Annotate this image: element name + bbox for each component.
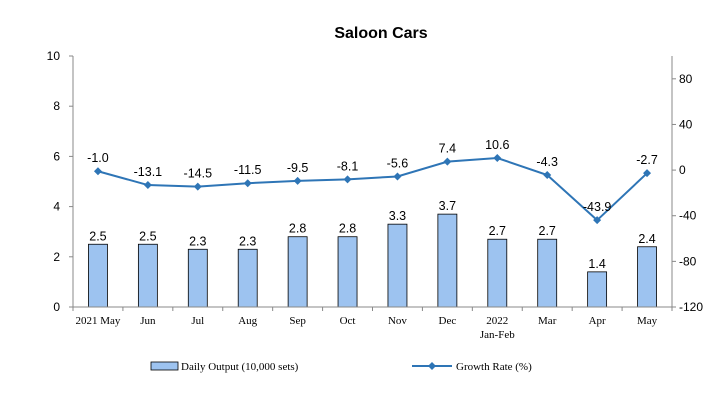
x-tick-label-2: Jul <box>191 315 204 327</box>
legend-line-marker <box>428 362 436 370</box>
x-tick-label-9: Mar <box>538 315 557 327</box>
growth-rate-point-6 <box>393 172 402 181</box>
bar-10 <box>587 271 608 308</box>
x-tick-label-6: Nov <box>388 315 407 327</box>
line-value-label-9: -4.3 <box>536 155 558 169</box>
bar-11 <box>637 246 657 308</box>
bar-series <box>88 213 657 308</box>
line-value-label-8: 10.6 <box>485 138 509 152</box>
bar-4 <box>287 236 308 308</box>
growth-rate-point-1 <box>143 181 152 190</box>
growth-rate-point-0 <box>93 167 102 176</box>
legend: Daily Output (10,000 sets) Growth Rate (%… <box>150 361 532 373</box>
bar-value-label-2: 2.3 <box>189 234 206 248</box>
line-value-label-11: -2.7 <box>636 153 658 167</box>
line-value-label-0: -1.0 <box>87 151 109 165</box>
bar-value-label-4: 2.8 <box>289 222 306 236</box>
bar-value-label-6: 3.3 <box>389 209 406 223</box>
bar-7 <box>437 213 458 308</box>
line-value-label-6: -5.6 <box>387 156 409 170</box>
bar-value-label-11: 2.4 <box>638 232 655 246</box>
y-left-tick-2: 4 <box>53 200 60 214</box>
growth-rate-point-7 <box>443 157 452 166</box>
bar-value-label-10: 1.4 <box>588 257 605 271</box>
line-series <box>93 153 652 225</box>
line-value-label-3: -11.5 <box>234 163 262 177</box>
growth-rate-point-9 <box>543 170 552 179</box>
axes: 0 2 4 6 8 10 -120 -80 -40 0 40 80 2021 May Jun Jul Aug S… <box>47 49 704 341</box>
x-tick-label-8-1: Jan-Feb <box>480 329 515 341</box>
bar-8 <box>487 238 508 308</box>
y-right-tick-5: 80 <box>679 72 693 86</box>
growth-rate-point-5 <box>343 175 352 184</box>
bar-value-label-3: 2.3 <box>239 234 256 248</box>
y-right-tick-2: -40 <box>679 209 697 223</box>
growth-rate-point-4 <box>293 176 302 185</box>
bar-9 <box>537 238 558 308</box>
y-right-tick-3: 0 <box>679 163 686 177</box>
bar-value-label-9: 2.7 <box>539 224 556 238</box>
bar-value-label-5: 2.8 <box>339 222 356 236</box>
x-tick-label-8-0: 2022 <box>486 315 508 327</box>
growth-rate-line <box>97 156 648 222</box>
y-left-tick-4: 8 <box>53 99 60 113</box>
x-tick-label-1: Jun <box>140 315 156 327</box>
y-left-tick-1: 2 <box>53 250 60 264</box>
y-right-tick-4: 40 <box>679 117 693 131</box>
legend-bar-label: Daily Output (10,000 sets) <box>181 361 299 373</box>
bar-0 <box>88 243 108 308</box>
bar-2 <box>187 248 208 308</box>
bar-1 <box>137 243 158 308</box>
growth-rate-point-8 <box>493 153 502 162</box>
x-tick-label-0: 2021 May <box>75 315 120 327</box>
legend-line-label: Growth Rate (%) <box>456 361 532 373</box>
bar-6 <box>387 223 408 308</box>
line-value-label-5: -8.1 <box>337 159 359 173</box>
bar-value-label-0: 2.5 <box>89 229 106 243</box>
chart-title: Saloon Cars <box>334 25 427 42</box>
y-right-tick-1: -80 <box>679 254 697 268</box>
y-left-tick-0: 0 <box>53 300 60 314</box>
growth-rate-point-2 <box>193 182 202 191</box>
x-tick-label-11: May <box>637 315 658 327</box>
line-value-label-1: -13.1 <box>134 165 163 179</box>
x-tick-label-10: Apr <box>589 315 606 327</box>
x-tick-label-3: Aug <box>238 315 257 327</box>
line-value-label-4: -9.5 <box>287 161 309 175</box>
growth-rate-point-3 <box>243 179 252 188</box>
growth-rate-point-11 <box>643 169 652 178</box>
bar-5 <box>337 236 358 308</box>
data-labels: 2.5 2.5 2.3 2.3 2.8 2.8 3.3 3.7 2.7 2.7 1.4 2.4 -1.0… <box>87 138 658 271</box>
bar-value-label-7: 3.7 <box>439 199 456 213</box>
x-tick-label-4: Sep <box>289 315 306 327</box>
x-tick-label-7: Dec <box>439 315 457 327</box>
line-value-label-2: -14.5 <box>184 167 213 181</box>
bar-3 <box>237 248 258 308</box>
x-tick-label-5: Oct <box>340 315 356 327</box>
legend-bar-swatch <box>150 361 179 371</box>
bar-value-label-1: 2.5 <box>139 229 156 243</box>
y-left-tick-3: 6 <box>53 149 60 163</box>
y-left-tick-5: 10 <box>47 49 61 63</box>
line-value-label-7: 7.4 <box>439 142 456 156</box>
growth-rate-point-10 <box>593 216 602 225</box>
y-right-tick-0: -120 <box>679 300 703 314</box>
bar-value-label-8: 2.7 <box>489 224 506 238</box>
line-value-label-10: -43.9 <box>583 200 612 214</box>
